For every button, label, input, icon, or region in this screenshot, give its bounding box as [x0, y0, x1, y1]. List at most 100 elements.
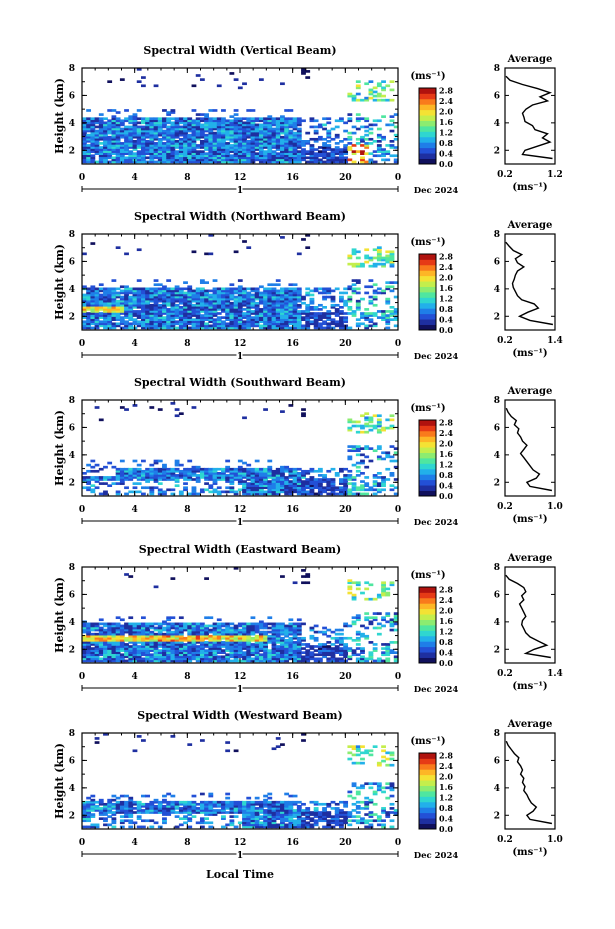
heatmap-cell	[124, 622, 129, 626]
heatmap-cell	[360, 150, 365, 153]
heatmap-cell	[94, 622, 100, 626]
heatmap-cell	[254, 472, 260, 475]
heatmap-cell	[267, 291, 273, 295]
heatmap-cell	[191, 142, 197, 145]
heatmap-cell	[149, 308, 155, 311]
heatmap-cell	[174, 303, 180, 307]
heatmap-cell	[94, 480, 100, 483]
heatmap-cell	[305, 645, 311, 648]
heatmap-cell	[191, 651, 197, 654]
heatmap-cell	[149, 626, 155, 630]
heatmap-cell	[267, 314, 273, 317]
heatmap-cell	[305, 492, 311, 496]
heatmap-cell	[107, 461, 113, 465]
heatmap-cell	[250, 651, 256, 654]
heatmap-cell	[330, 636, 336, 640]
heatmap-cell	[292, 125, 298, 129]
heatmap-cell	[183, 117, 188, 121]
heatmap-cell	[280, 641, 285, 644]
heatmap-cell	[107, 634, 113, 638]
heatmap-cell	[263, 160, 268, 164]
heatmap-cell	[385, 451, 391, 455]
heatmap-cell	[174, 461, 180, 465]
heatmap-cell	[82, 140, 87, 143]
heatmap-cell	[82, 117, 87, 121]
heatmap-cell	[124, 486, 129, 490]
heatmap-cell	[86, 295, 92, 299]
heatmap-cell	[82, 316, 87, 319]
heatmap-cell	[178, 492, 184, 496]
heatmap-cell	[334, 142, 340, 145]
heatmap-cell	[145, 312, 151, 315]
heatmap-cell	[237, 299, 243, 303]
heatmap-cell	[128, 469, 134, 473]
heatmap-cell	[86, 129, 92, 133]
heatmap-cell	[376, 127, 382, 131]
heatmap-cell	[166, 293, 172, 297]
heatmap-cell	[178, 643, 184, 646]
heatmap-cell	[347, 490, 353, 494]
heatmap-cell	[191, 657, 197, 661]
heatmap-cell	[212, 127, 218, 131]
heatmap-cell	[170, 140, 176, 143]
heatmap-cell	[195, 303, 201, 307]
heatmap-cell	[381, 80, 386, 83]
heatmap-cell	[136, 472, 142, 475]
heatmap-cell	[94, 486, 100, 490]
heatmap-cell	[221, 140, 226, 143]
heatmap-cell	[149, 486, 155, 490]
heatmap-cell	[372, 449, 378, 453]
heatmap-cell	[225, 152, 231, 155]
heatmap-cell	[296, 316, 302, 319]
heatmap-cell	[237, 291, 243, 295]
heatmap-cell	[128, 624, 134, 628]
heatmap-cell	[343, 129, 349, 133]
heatmap-cell	[86, 639, 92, 642]
heatmap-cell	[178, 314, 184, 317]
heatmap-cell	[254, 119, 260, 123]
heatmap-cell	[86, 293, 92, 297]
heatmap-cell	[191, 478, 197, 481]
heatmap-cell	[199, 636, 205, 640]
heatmap-cell	[157, 121, 163, 125]
heatmap-cell	[351, 152, 357, 155]
heatmap-cell	[195, 647, 201, 650]
heatmap-cell	[98, 634, 104, 638]
heatmap-cell	[221, 641, 226, 644]
heatmap-cell	[162, 135, 167, 139]
heatmap-cell	[94, 137, 100, 141]
heatmap-cell	[191, 324, 197, 328]
heatmap-cell	[149, 117, 155, 121]
heatmap-cell	[296, 131, 302, 135]
heatmap-cell	[174, 320, 180, 324]
heatmap-cell	[153, 121, 159, 125]
heatmap-cell	[212, 142, 218, 145]
heatmap-cell	[119, 469, 125, 473]
colorbar-segment	[419, 131, 436, 138]
heatmap-cell	[334, 125, 340, 129]
heatmap-cell	[275, 622, 281, 626]
heatmap-cell	[174, 647, 180, 650]
heatmap-cell	[389, 289, 395, 293]
heatmap-cell	[305, 581, 311, 585]
heatmap-cell	[343, 137, 349, 141]
heatmap-cell	[233, 156, 239, 160]
colorbar-segment	[419, 485, 436, 491]
heatmap-cell	[132, 312, 138, 315]
heatmap-cell	[111, 135, 117, 139]
heatmap-cell	[330, 158, 336, 162]
heatmap-cell	[355, 486, 361, 490]
heatmap-cell	[98, 645, 104, 648]
heatmap-cell	[136, 299, 142, 303]
heatmap-cell	[233, 310, 239, 313]
heatmap-cell	[280, 142, 285, 145]
heatmap-cell	[157, 117, 163, 121]
heatmap-cell	[288, 150, 294, 153]
heatmap-cell	[195, 467, 201, 471]
heatmap-cell	[208, 301, 214, 305]
heatmap-cell	[162, 320, 167, 324]
heatmap-cell	[368, 137, 374, 141]
heatmap-cell	[258, 123, 264, 127]
heatmap-cell	[136, 127, 142, 131]
heatmap-cell	[246, 478, 252, 481]
